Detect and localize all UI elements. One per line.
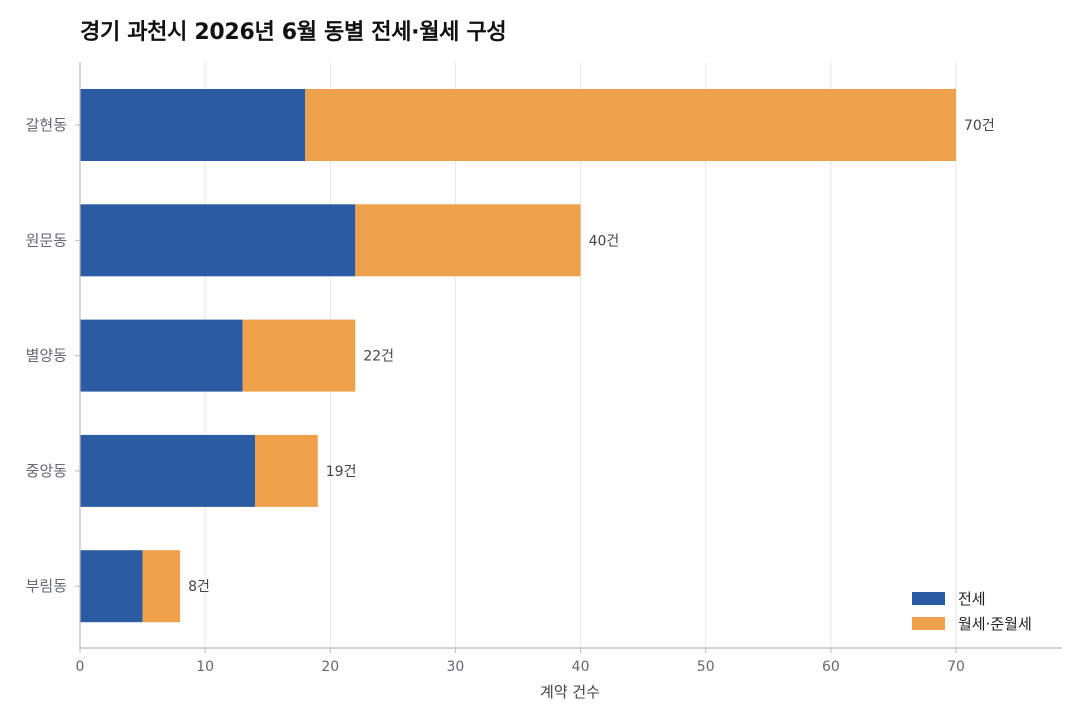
bar-jeonse — [80, 434, 256, 507]
total-label: 22건 — [363, 349, 394, 365]
bar-jeonse — [80, 89, 306, 161]
data-labels: 70건 40건 22건 19건 8건 — [188, 118, 995, 595]
bar-wolse — [255, 434, 318, 507]
bar-wolse — [355, 204, 581, 277]
x-tick-label: 30 — [447, 659, 465, 675]
legend-label: 월세·준월세 — [958, 615, 1032, 633]
bar-wolse — [305, 89, 956, 161]
legend-swatch — [912, 592, 945, 605]
total-label: 19건 — [326, 464, 357, 480]
y-tick-label: 갈현동 — [26, 116, 68, 134]
y-tick-label: 중앙동 — [26, 462, 68, 480]
x-tick-label: 50 — [697, 659, 715, 675]
bar-jeonse — [80, 204, 356, 277]
x-tick-label: 70 — [947, 659, 965, 675]
x-tick-label: 10 — [196, 659, 214, 675]
bar-wolse — [242, 319, 356, 392]
y-tick-label: 별양동 — [26, 347, 68, 365]
total-label: 40건 — [589, 233, 620, 249]
legend-label: 전세 — [958, 590, 986, 608]
y-tick-label: 부림동 — [26, 577, 68, 595]
x-tick-label: 40 — [572, 659, 590, 675]
x-tick-label: 0 — [76, 659, 85, 675]
total-label: 70건 — [964, 118, 995, 134]
chart-title: 경기 과천시 2026년 6월 동별 전세·월세 구성 — [80, 20, 507, 45]
x-tick-label: 60 — [822, 659, 840, 675]
bars — [80, 89, 956, 623]
y-tick-label: 원문동 — [26, 231, 68, 249]
total-label: 8건 — [188, 579, 210, 595]
bar-wolse — [142, 550, 181, 623]
bar-jeonse — [80, 550, 143, 623]
bar-jeonse — [80, 319, 243, 392]
x-tick-label: 20 — [321, 659, 339, 675]
legend-swatch — [912, 617, 945, 630]
x-axis-label: 계약 건수 — [540, 683, 600, 701]
